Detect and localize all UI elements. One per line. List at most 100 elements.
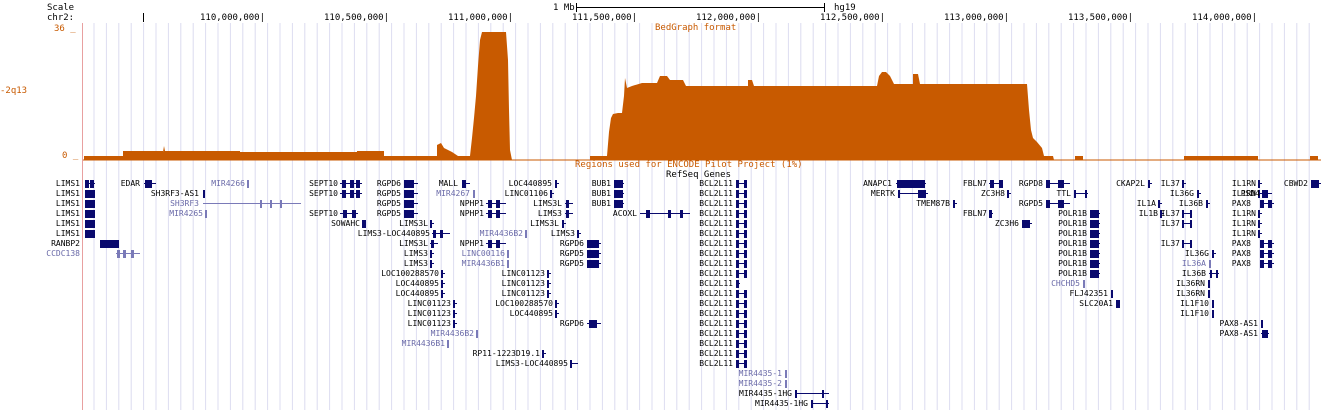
gene-model[interactable]: [1206, 199, 1210, 209]
gene-label[interactable]: MERTK: [870, 189, 895, 198]
gene-label[interactable]: IL37: [1160, 209, 1180, 218]
gene-label[interactable]: RGPD5: [376, 189, 401, 198]
gene-label[interactable]: FBLN7: [962, 209, 987, 218]
gene-label[interactable]: EDAR: [120, 179, 140, 188]
gene-model[interactable]: [404, 199, 418, 209]
gene-model[interactable]: [795, 389, 829, 399]
gene-model[interactable]: [1160, 209, 1164, 219]
gene-label[interactable]: PAX8: [1231, 239, 1251, 248]
gene-label[interactable]: POLR1B: [1058, 219, 1087, 228]
gene-label[interactable]: LIMS3: [403, 249, 428, 258]
gene-model[interactable]: [736, 199, 747, 209]
gene-label[interactable]: LIMS1: [55, 199, 80, 208]
gene-model[interactable]: [453, 309, 457, 319]
gene-model[interactable]: [896, 179, 926, 189]
gene-model[interactable]: [1197, 189, 1201, 199]
gene-model[interactable]: [85, 229, 95, 239]
gene-model[interactable]: [1208, 279, 1210, 289]
gene-label[interactable]: PAX8-AS1: [1219, 319, 1258, 328]
gene-model[interactable]: [486, 239, 506, 249]
gene-label[interactable]: LINC00116: [461, 249, 505, 258]
gene-label[interactable]: LINC01123: [407, 319, 451, 328]
gene-label[interactable]: BCL2L11: [699, 299, 733, 308]
gene-label[interactable]: LINC01106: [504, 189, 548, 198]
gene-model[interactable]: [100, 239, 119, 249]
gene-model[interactable]: [340, 209, 358, 219]
gene-model[interactable]: [587, 319, 601, 329]
gene-model[interactable]: [430, 219, 434, 229]
gene-label[interactable]: BCL2L11: [699, 199, 733, 208]
gene-model[interactable]: [1090, 249, 1100, 259]
gene-model[interactable]: [587, 249, 601, 259]
gene-model[interactable]: [430, 259, 434, 269]
gene-label[interactable]: RGPD5: [559, 249, 584, 258]
gene-label[interactable]: LIMS3: [403, 259, 428, 268]
gene-label[interactable]: POLR1B: [1058, 249, 1087, 258]
gene-label[interactable]: IL1RN: [1231, 179, 1256, 188]
gene-label[interactable]: BCL2L11: [699, 209, 733, 218]
gene-label[interactable]: PAX8-AS1: [1219, 329, 1258, 338]
gene-label[interactable]: CHCHD5: [1051, 279, 1080, 288]
gene-label[interactable]: BCL2L11: [699, 339, 733, 348]
gene-model[interactable]: [1208, 289, 1210, 299]
gene-model[interactable]: [85, 199, 95, 209]
gene-model[interactable]: [547, 279, 551, 289]
gene-label[interactable]: IL1A: [1136, 199, 1156, 208]
gene-label[interactable]: LIMS1: [55, 189, 80, 198]
gene-model[interactable]: [614, 199, 624, 209]
gene-model[interactable]: [736, 259, 747, 269]
gene-model[interactable]: [85, 189, 95, 199]
gene-model[interactable]: [736, 179, 747, 189]
gene-label[interactable]: LIMS3L: [533, 199, 562, 208]
gene-model[interactable]: [736, 309, 747, 319]
gene-label[interactable]: MIR4436B2: [430, 329, 474, 338]
gene-model[interactable]: [1116, 299, 1120, 309]
gene-model[interactable]: [1046, 199, 1070, 209]
gene-label[interactable]: RGPD5: [559, 259, 584, 268]
gene-model[interactable]: [116, 249, 140, 259]
gene-label[interactable]: LIMS3: [550, 229, 575, 238]
gene-model[interactable]: [898, 189, 928, 199]
gene-model[interactable]: [476, 329, 478, 339]
gene-label[interactable]: MIR4265: [169, 209, 203, 218]
gene-label[interactable]: BCL2L11: [699, 319, 733, 328]
gene-label[interactable]: RANBP2: [51, 239, 80, 248]
gene-model[interactable]: [1258, 209, 1262, 219]
gene-model[interactable]: [565, 199, 573, 209]
gene-model[interactable]: [1261, 319, 1263, 329]
gene-model[interactable]: [587, 259, 601, 269]
gene-model[interactable]: [441, 269, 445, 279]
gene-label[interactable]: LIMS1: [55, 219, 80, 228]
gene-model[interactable]: [989, 179, 1003, 189]
gene-model[interactable]: [1261, 329, 1269, 339]
gene-model[interactable]: [404, 189, 418, 199]
gene-label[interactable]: IL36A: [1181, 259, 1206, 268]
gene-model[interactable]: [1090, 269, 1100, 279]
gene-model[interactable]: [562, 219, 566, 229]
gene-label[interactable]: SOWAHC: [331, 219, 360, 228]
gene-model[interactable]: [547, 289, 551, 299]
gene-model[interactable]: [1212, 309, 1214, 319]
gene-model[interactable]: [555, 299, 559, 309]
gene-model[interactable]: [1074, 189, 1088, 199]
gene-model[interactable]: [570, 359, 578, 369]
gene-label[interactable]: MIR4435-1: [738, 369, 782, 378]
gene-model[interactable]: [1158, 199, 1162, 209]
gene-model[interactable]: [486, 209, 506, 219]
gene-label[interactable]: SEPT10: [309, 189, 338, 198]
gene-label[interactable]: LIMS1: [55, 209, 80, 218]
gene-label[interactable]: CBWD2: [1283, 179, 1308, 188]
gene-label[interactable]: ZC3H8: [980, 189, 1005, 198]
gene-model[interactable]: [1182, 239, 1192, 249]
gene-label[interactable]: IL1RN: [1231, 219, 1256, 228]
gene-model[interactable]: [430, 239, 438, 249]
gene-model[interactable]: [1209, 269, 1219, 279]
gene-model[interactable]: [577, 229, 581, 239]
gene-label[interactable]: IL36RN: [1176, 279, 1205, 288]
gene-label[interactable]: BUB1: [591, 199, 611, 208]
gene-model[interactable]: [85, 209, 95, 219]
gene-label[interactable]: FLJ42351: [1069, 289, 1108, 298]
gene-model[interactable]: [404, 179, 418, 189]
gene-label[interactable]: BCL2L11: [699, 249, 733, 258]
gene-model[interactable]: [736, 189, 747, 199]
